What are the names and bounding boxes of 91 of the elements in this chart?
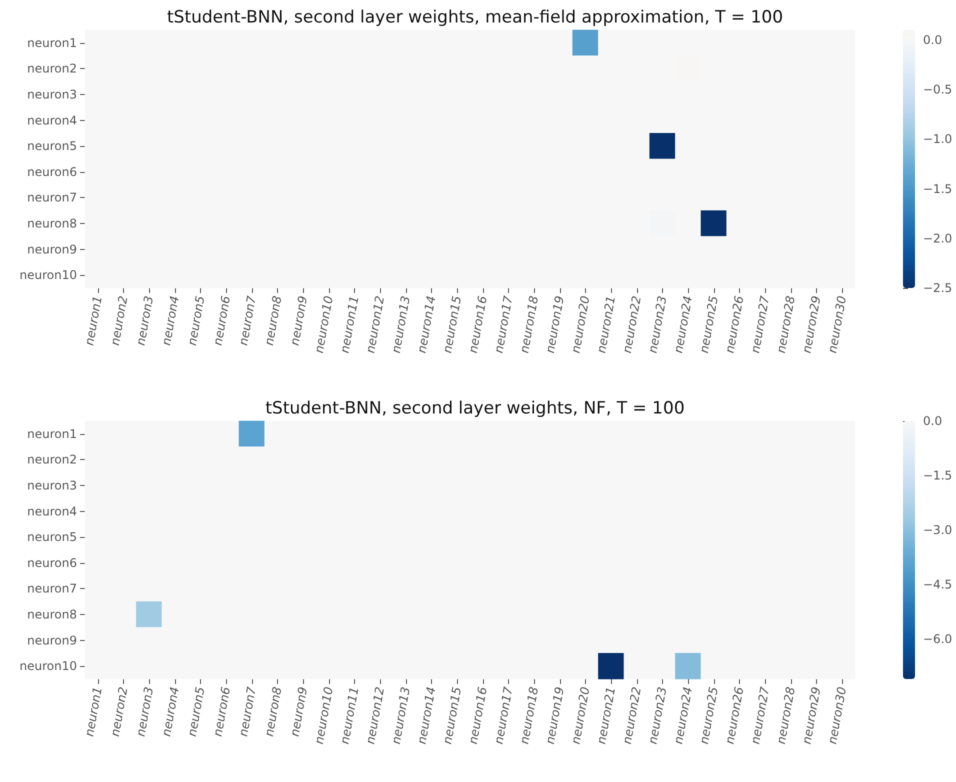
x-tick-label: neuron9 xyxy=(288,294,310,347)
y-tick-label: neuron10 xyxy=(20,659,77,674)
y-tick-label: neuron3 xyxy=(27,478,77,492)
x-tick-label: neuron13 xyxy=(388,294,413,354)
color-bar-label: −1.5 xyxy=(923,468,952,483)
x-tick-label: neuron11 xyxy=(338,686,362,746)
y-tick-label: neuron7 xyxy=(27,190,77,205)
x-tick-label: neuron14 xyxy=(414,686,438,746)
x-tick-label: neuron25 xyxy=(696,686,721,746)
x-tick-label: neuron23 xyxy=(646,294,670,354)
x-tick-label: neuron7 xyxy=(236,294,259,347)
x-tick-label: neuron20 xyxy=(568,294,592,354)
x-tick-label: neuron14 xyxy=(414,294,438,354)
y-tick-label: neuron3 xyxy=(27,88,77,102)
color-bar-label: −6.0 xyxy=(923,632,952,646)
x-tick-label: neuron4 xyxy=(159,294,182,347)
x-tick-label: neuron2 xyxy=(108,294,130,347)
x-tick-label: neuron15 xyxy=(440,294,464,354)
x-tick-label: neuron9 xyxy=(288,686,310,738)
x-tick-label: neuron15 xyxy=(440,686,464,746)
x-tick-label: neuron10 xyxy=(312,294,336,354)
x-tick-label: neuron19 xyxy=(542,294,567,354)
x-tick-label: neuron22 xyxy=(620,294,644,354)
y-tick-label: neuron2 xyxy=(27,452,77,467)
x-tick-label: neuron4 xyxy=(159,686,182,738)
x-tick-label: neuron6 xyxy=(210,294,234,347)
color-bar-label: −2.0 xyxy=(923,231,952,246)
x-tick-label: neuron17 xyxy=(492,294,516,354)
y-tick-label: neuron8 xyxy=(27,216,77,230)
color-bar-label: 0.0 xyxy=(923,32,942,47)
y-tick-label: neuron4 xyxy=(27,113,77,128)
x-tick-label: neuron27 xyxy=(748,685,772,746)
y-tick-label: neuron1 xyxy=(27,36,77,50)
x-tick-label: neuron16 xyxy=(466,685,490,746)
x-tick-label: neuron24 xyxy=(671,686,696,746)
chart-title: tStudent-BNN, second layer weights, NF, T = 100 xyxy=(265,398,685,418)
x-tick-label: neuron30 xyxy=(825,294,850,354)
y-tick-label: neuron5 xyxy=(27,530,77,544)
x-tick-label: neuron22 xyxy=(620,686,644,746)
y-tick-label: neuron6 xyxy=(27,556,77,570)
x-tick-label: neuron26 xyxy=(722,294,746,354)
x-tick-label: neuron26 xyxy=(722,685,746,746)
color-bar-label: −2.5 xyxy=(923,281,952,295)
color-bar-label: −3.0 xyxy=(923,523,952,538)
y-tick-label: neuron2 xyxy=(27,62,77,76)
x-tick-label: neuron25 xyxy=(696,294,721,354)
x-tick-label: neuron8 xyxy=(262,294,284,347)
color-bar-label: 0.0 xyxy=(923,414,942,428)
x-tick-label: neuron20 xyxy=(568,685,592,746)
y-tick-label: neuron6 xyxy=(27,164,77,179)
color-bar-label: −4.5 xyxy=(923,578,952,592)
x-tick-label: neuron21 xyxy=(594,294,618,354)
y-tick-label: neuron9 xyxy=(27,633,77,648)
x-tick-label: neuron12 xyxy=(363,294,388,354)
x-tick-label: neuron7 xyxy=(236,685,259,738)
x-tick-label: neuron30 xyxy=(825,685,850,746)
x-tick-label: neuron12 xyxy=(363,686,388,746)
y-tick-label: neuron5 xyxy=(27,139,77,154)
color-bar-label: −1.5 xyxy=(923,182,952,196)
x-tick-label: neuron10 xyxy=(312,685,336,746)
x-tick-label: neuron6 xyxy=(210,685,234,738)
x-tick-label: neuron5 xyxy=(184,294,208,347)
y-tick-label: neuron4 xyxy=(27,504,77,518)
color-bar-label: −1.0 xyxy=(923,132,952,146)
x-tick-label: neuron13 xyxy=(388,686,413,746)
x-tick-label: neuron27 xyxy=(748,294,772,354)
x-tick-label: neuron8 xyxy=(262,685,284,738)
x-tick-label: neuron18 xyxy=(517,294,542,354)
x-tick-label: neuron17 xyxy=(492,685,516,746)
x-tick-label: neuron16 xyxy=(466,294,490,354)
y-tick-label: neuron7 xyxy=(27,582,77,596)
x-tick-label: neuron24 xyxy=(671,294,696,354)
x-tick-label: neuron21 xyxy=(594,686,618,746)
x-tick-label: neuron2 xyxy=(108,686,130,738)
x-tick-label: neuron28 xyxy=(774,685,798,746)
y-tick-label: neuron9 xyxy=(27,242,77,256)
x-tick-label: neuron18 xyxy=(517,685,542,746)
x-tick-label: neuron5 xyxy=(184,686,208,738)
x-tick-label: neuron3 xyxy=(134,294,156,347)
x-tick-label: neuron23 xyxy=(646,686,670,746)
color-bar-label: −0.5 xyxy=(923,82,952,97)
x-tick-label: neuron29 xyxy=(800,686,824,746)
x-tick-label: neuron28 xyxy=(774,294,798,354)
x-tick-label: neuron3 xyxy=(134,686,156,738)
x-tick-label: neuron29 xyxy=(800,294,824,354)
y-tick-label: neuron1 xyxy=(27,426,77,441)
y-tick-label: neuron8 xyxy=(27,608,77,622)
chart-title: tStudent-BNN, second layer weights, mean-field approximation, T = 100 xyxy=(166,8,784,28)
y-tick-label: neuron10 xyxy=(20,268,77,282)
x-tick-label: neuron11 xyxy=(338,294,362,354)
x-tick-label: neuron19 xyxy=(542,686,567,746)
